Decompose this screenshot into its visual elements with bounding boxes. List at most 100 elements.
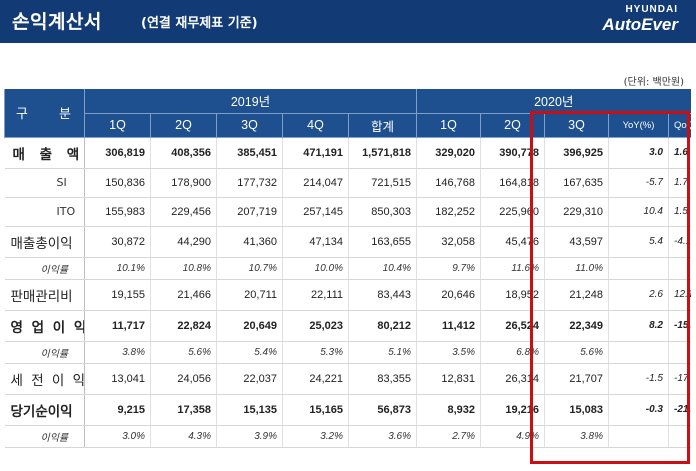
corner-label-right: 분 <box>59 106 73 122</box>
table-cell: 8.2 <box>608 310 669 342</box>
table-cell: 25,023 <box>282 310 349 342</box>
table-cell: -15.7 <box>667 310 691 342</box>
table-cell: 20,711 <box>216 279 283 311</box>
row-label: 세 전 이 익 <box>4 363 85 395</box>
row-sga: 판매관리비 19,155 21,466 20,711 22,111 83,443 20,64… <box>4 279 691 311</box>
table-cell: 80,212 <box>348 310 417 342</box>
table-cell: 1,571,818 <box>348 137 417 169</box>
row-label: 당기순이익 <box>4 394 85 426</box>
page-title: 손익계산서 <box>12 11 102 33</box>
table-cell: 182,252 <box>416 197 481 227</box>
table-cell: 5.1% <box>348 341 417 364</box>
table-cell: 2.6 <box>608 279 669 311</box>
table-cell <box>608 425 669 448</box>
table-cell: 8,932 <box>416 394 481 426</box>
col-2020-1q: 1Q <box>416 113 481 138</box>
table-cell: 6.8% <box>480 341 545 364</box>
table-cell: 20,646 <box>416 279 481 311</box>
table-cell: -21.5 <box>667 394 691 426</box>
logo-line-2: AutoEver <box>602 15 678 34</box>
table-cell: 2.7% <box>416 425 481 448</box>
table-cell: 26,314 <box>480 363 545 395</box>
table-cell: 12,831 <box>416 363 481 395</box>
table-cell: 24,056 <box>150 363 217 395</box>
table-cell <box>667 425 691 448</box>
table-cell: 30,872 <box>84 226 151 258</box>
table-cell: -4.1 <box>667 226 691 258</box>
col-2019-4q: 4Q <box>282 113 349 138</box>
table-cell: 13,041 <box>84 363 151 395</box>
row-label: ITO <box>4 197 85 227</box>
logo-line-1: HYUNDAI <box>625 4 678 15</box>
table-cell: 10.7% <box>216 257 283 280</box>
table-cell: 26,524 <box>480 310 545 342</box>
col-qoq: QoQ(%) <box>667 113 691 138</box>
table-cell: 3.2% <box>282 425 349 448</box>
table-cell: 329,020 <box>416 137 481 169</box>
table-cell: 10.4 <box>608 197 669 227</box>
table-cell: -5.7 <box>608 168 669 198</box>
table-cell: 3.8% <box>84 341 151 364</box>
row-label: 판매관리비 <box>4 279 85 311</box>
row-si: SI 150,836 178,900 177,732 214,047 721,515 146… <box>4 168 691 198</box>
table-cell: 11.6% <box>480 257 545 280</box>
col-2019-2q: 2Q <box>150 113 217 138</box>
table-cell: 22,111 <box>282 279 349 311</box>
table-cell: 4.3% <box>150 425 217 448</box>
table-cell: 5.6% <box>544 341 609 364</box>
header-row-quarters: 1Q 2Q 3Q 4Q 합계 1Q 2Q 3Q YoY(%) QoQ(%) <box>5 113 691 138</box>
table-cell: 3.0 <box>608 137 669 169</box>
year-2020-header: 2020년 <box>415 89 691 114</box>
table-cell: 83,443 <box>348 279 417 311</box>
row-gross-margin: 이익률 10.1% 10.8% 10.7% 10.0% 10.4% 9.7% 11.6% 11.… <box>4 257 691 280</box>
table-cell: 229,456 <box>150 197 217 227</box>
table-cell: 17,358 <box>150 394 217 426</box>
row-ito: ITO 155,983 229,456 207,719 257,145 850,303 18… <box>4 197 691 227</box>
year-2019-header: 2019년 <box>84 89 417 114</box>
col-2019-3q: 3Q <box>216 113 283 138</box>
row-label: 매 출 액 <box>4 137 85 169</box>
table-cell: 11,412 <box>416 310 481 342</box>
corner-label-left: 구 <box>16 106 30 122</box>
table-cell: 225,960 <box>480 197 545 227</box>
table-cell: 15,083 <box>544 394 609 426</box>
table-cell: 15,165 <box>282 394 349 426</box>
income-statement-table: 구 분 2019년 2020년 1Q 2Q 3Q 4Q 합계 1Q 2Q 3Q … <box>4 89 691 448</box>
table-cell: 3.6% <box>348 425 417 448</box>
table-cell <box>608 257 669 280</box>
table-cell: 3.5% <box>416 341 481 364</box>
table-cell: 21,248 <box>544 279 609 311</box>
table-cell: 83,355 <box>348 363 417 395</box>
table-cell: 12.1 <box>667 279 691 311</box>
table-cell: 56,873 <box>348 394 417 426</box>
row-label: 이익률 <box>4 425 85 448</box>
col-2020-2q: 2Q <box>480 113 545 138</box>
table-cell: 11,717 <box>84 310 151 342</box>
table-cell: 22,349 <box>544 310 609 342</box>
table-cell <box>608 341 669 364</box>
table-cell: 177,732 <box>216 168 283 198</box>
table-cell: 5.6% <box>150 341 217 364</box>
table-cell: -17.5 <box>667 363 691 395</box>
table-cell: 5.4 <box>608 226 669 258</box>
table-cell: 214,047 <box>282 168 349 198</box>
table-cell: 5.3% <box>282 341 349 364</box>
table-cell: 306,819 <box>84 137 151 169</box>
table-cell <box>667 257 691 280</box>
table-cell: 4.9% <box>480 425 545 448</box>
table-cell: 47,134 <box>282 226 349 258</box>
table-cell: 3.0% <box>84 425 151 448</box>
table-cell: 24,221 <box>282 363 349 395</box>
table-cell: 32,058 <box>416 226 481 258</box>
table-cell: 385,451 <box>216 137 283 169</box>
unit-label: (단위: 백만원) <box>623 77 684 88</box>
table-cell: 10.0% <box>282 257 349 280</box>
row-net-margin: 이익률 3.0% 4.3% 3.9% 3.2% 3.6% 2.7% 4.9% 3.8% <box>4 425 691 448</box>
col-2019-total: 합계 <box>348 113 417 138</box>
table-cell: -1.5 <box>608 363 669 395</box>
table-cell: 41,360 <box>216 226 283 258</box>
table-cell: 10.1% <box>84 257 151 280</box>
table-cell: 19,216 <box>480 394 545 426</box>
table-cell: 9,215 <box>84 394 151 426</box>
col-yoy: YoY(%) <box>608 113 669 138</box>
